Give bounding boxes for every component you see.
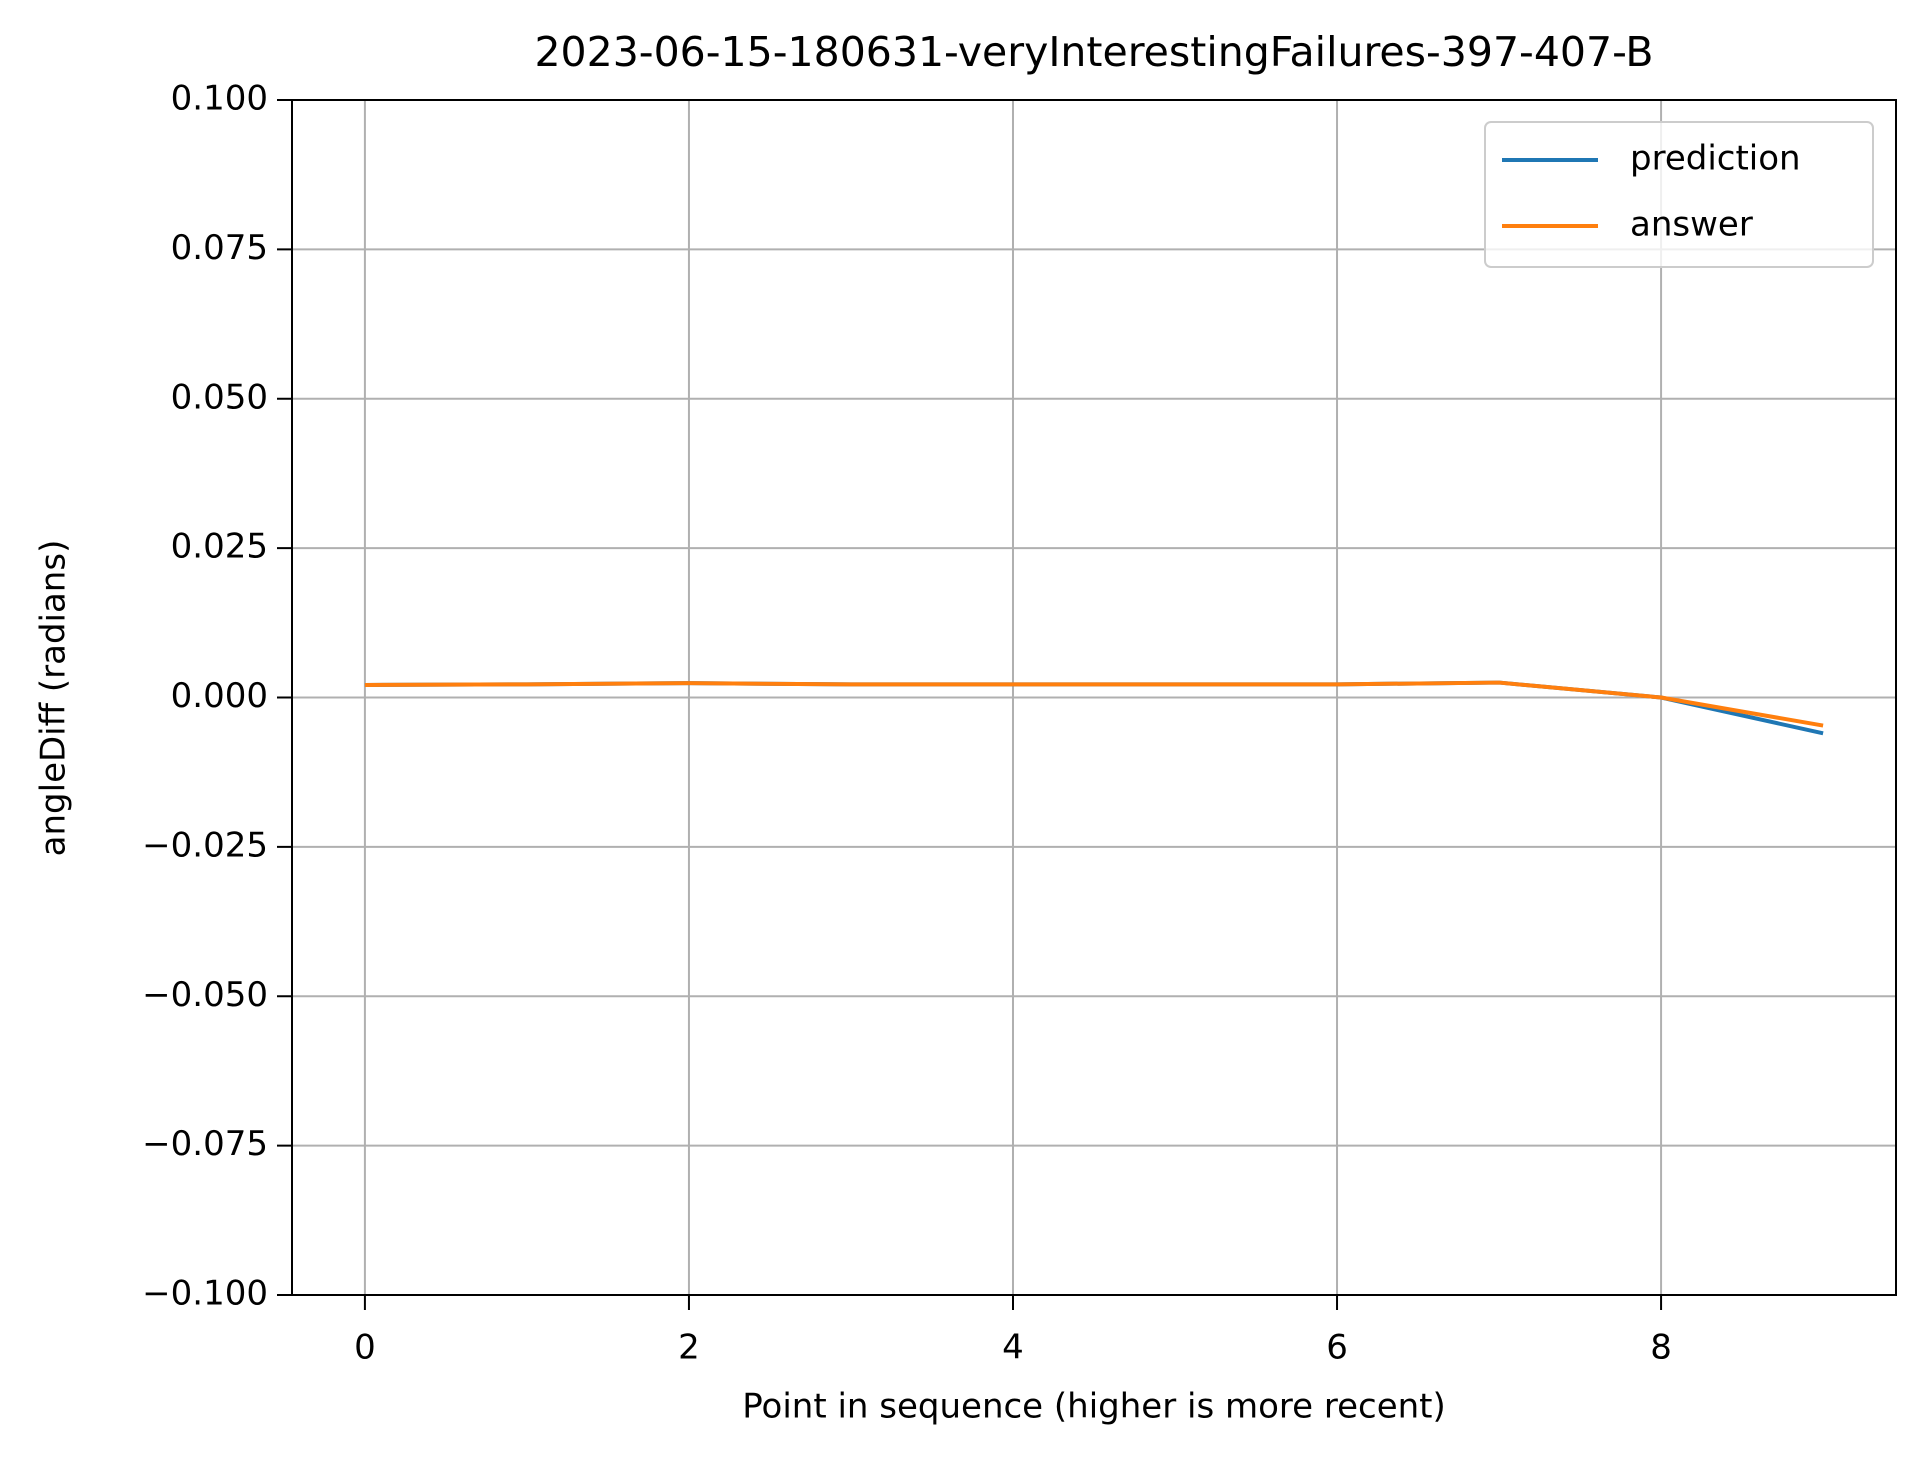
y-tick-label: 0.075 — [171, 228, 268, 268]
line-series — [364, 680, 1824, 728]
y-tick-label: 0.050 — [171, 377, 268, 417]
legend-label: answer — [1630, 205, 1753, 245]
x-axis-label: Point in sequence (higher is more recent… — [742, 1387, 1446, 1427]
y-tick-label: −0.050 — [142, 975, 268, 1015]
chart-title: 2023-06-15-180631-veryInterestingFailure… — [534, 28, 1653, 76]
x-tick-label: 0 — [354, 1328, 376, 1368]
y-tick-label: 0.025 — [171, 527, 268, 567]
line-series — [364, 680, 1824, 736]
y-tick-label: −0.025 — [142, 825, 268, 865]
y-axis-label: angleDiff (radians) — [34, 540, 74, 857]
y-tick-label: 0.100 — [171, 79, 268, 119]
x-tick-label: 6 — [1326, 1328, 1348, 1368]
y-tick-label: 0.000 — [171, 676, 268, 716]
y-tick-label: −0.075 — [142, 1124, 268, 1164]
x-tick-label: 8 — [1650, 1328, 1672, 1368]
x-tick-label: 2 — [678, 1328, 700, 1368]
axes-frame — [291, 99, 1897, 1296]
legend-label: prediction — [1630, 139, 1801, 179]
y-tick-label: −0.100 — [142, 1274, 268, 1314]
x-tick-label: 4 — [1002, 1328, 1024, 1368]
